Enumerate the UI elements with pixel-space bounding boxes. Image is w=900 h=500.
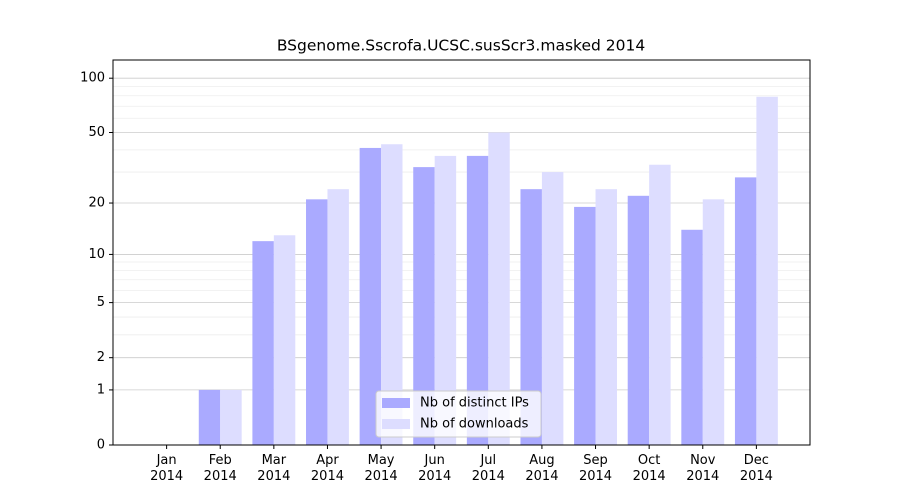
chart-title: BSgenome.Sscrofa.UCSC.susScr3.masked 201… xyxy=(277,37,645,55)
y-tick-label: 100 xyxy=(80,71,105,86)
bar xyxy=(413,167,435,445)
legend-swatch xyxy=(382,419,410,429)
bar xyxy=(381,144,403,445)
y-tick-label: 1 xyxy=(97,382,105,397)
x-tick-label: Aug 2014 xyxy=(525,453,559,484)
y-tick-label: 50 xyxy=(88,125,105,140)
x-tick-label: Feb 2014 xyxy=(203,453,237,484)
x-tick-label: Jun 2014 xyxy=(418,453,452,484)
bar xyxy=(627,195,650,445)
x-tick-label: Apr 2014 xyxy=(310,453,344,484)
x-tick-label: Dec 2014 xyxy=(739,453,773,484)
plot-frame xyxy=(112,59,811,446)
y-tick-label: 20 xyxy=(88,196,105,211)
bar xyxy=(756,96,778,445)
bar xyxy=(252,241,274,445)
bar xyxy=(574,206,596,445)
bar xyxy=(466,155,489,445)
y-tick-label: 2 xyxy=(97,350,105,365)
legend-label: Nb of downloads xyxy=(420,417,529,432)
bar xyxy=(488,132,510,445)
bar xyxy=(520,189,542,445)
x-tick-label: Jul 2014 xyxy=(471,453,505,484)
bar xyxy=(541,172,564,445)
bar xyxy=(734,177,757,445)
y-tick-label: 5 xyxy=(97,295,105,310)
bar xyxy=(220,389,242,445)
bar xyxy=(702,199,725,445)
bar xyxy=(359,147,382,445)
legend-label: Nb of distinct IPs xyxy=(420,396,529,411)
x-tick-label: Mar 2014 xyxy=(257,453,291,484)
bar xyxy=(649,164,671,445)
bar xyxy=(198,389,221,445)
x-tick-label: Oct 2014 xyxy=(632,453,666,484)
x-tick-label: Jan 2014 xyxy=(150,453,184,484)
x-tick-label: May 2014 xyxy=(364,453,398,484)
legend: Nb of distinct IPs Nb of downloads xyxy=(375,390,542,438)
x-tick-label: Sep 2014 xyxy=(578,453,613,484)
legend-swatch xyxy=(382,398,410,408)
y-tick-label: 10 xyxy=(88,247,105,262)
legend-frame xyxy=(375,390,542,438)
bar xyxy=(306,199,328,445)
bar xyxy=(595,189,617,445)
bar xyxy=(681,229,703,445)
bar xyxy=(434,155,457,445)
x-tick-label: Nov 2014 xyxy=(686,453,720,484)
y-tick-label: 0 xyxy=(97,438,105,453)
bar xyxy=(273,235,296,445)
bar xyxy=(327,189,349,445)
